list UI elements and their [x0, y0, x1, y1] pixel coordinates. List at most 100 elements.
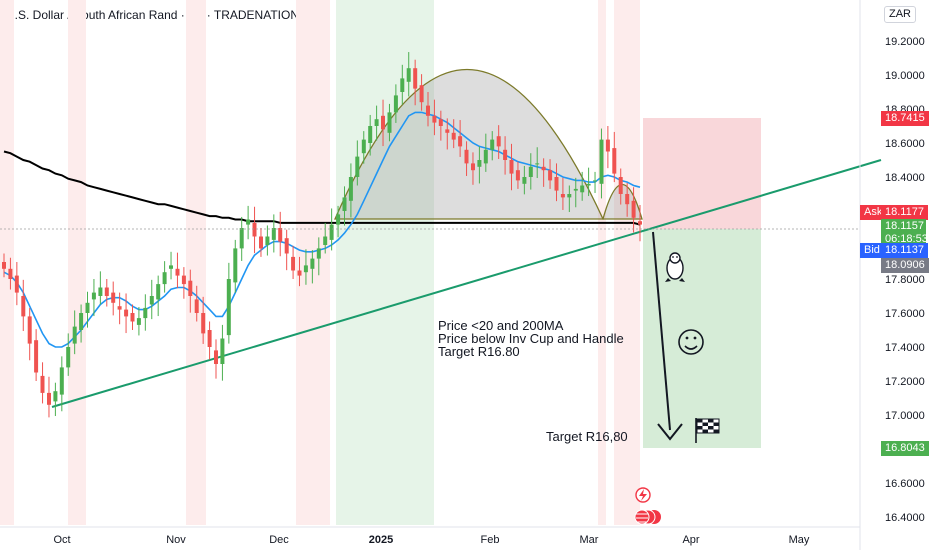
candle-body [419, 85, 424, 103]
candle-body [2, 262, 6, 269]
note-line-1: Price <20 and 200MA [438, 318, 564, 333]
candle-body [66, 347, 71, 368]
candle [438, 110, 443, 141]
candle [368, 114, 373, 156]
price-tick-label: 16.6000 [885, 478, 925, 490]
candle [464, 141, 469, 176]
candle-body [111, 292, 116, 303]
candle [14, 262, 19, 306]
candle-body [374, 119, 379, 126]
candle [400, 64, 405, 105]
candle-body [445, 129, 450, 133]
candle [79, 304, 84, 343]
candle-body [387, 112, 392, 133]
candle [406, 52, 411, 97]
candle [548, 159, 553, 189]
candle [445, 118, 450, 150]
candle [47, 376, 51, 418]
candle-body [246, 219, 251, 225]
candle [27, 307, 32, 361]
price-tick-label: 18.4000 [885, 172, 925, 184]
candle [303, 249, 308, 285]
candle-body [194, 299, 199, 313]
candle-body [59, 367, 64, 395]
candle [586, 167, 591, 197]
candle-body [226, 279, 231, 336]
candle-body [348, 177, 353, 201]
candle-body [207, 330, 212, 347]
candle [393, 84, 398, 123]
candle [291, 245, 296, 279]
candle-body [618, 177, 623, 194]
candle [207, 321, 212, 360]
candle [265, 225, 270, 256]
candle [117, 292, 122, 325]
currency-badge[interactable]: ZAR [884, 6, 916, 23]
target-price-label: 16.8043 [881, 441, 929, 456]
candle [496, 125, 501, 159]
candle [631, 187, 636, 233]
smiley-face-icon [678, 329, 704, 355]
candle [40, 362, 45, 404]
candle [638, 205, 642, 242]
candle-body [8, 268, 13, 279]
price-tick-label: 16.4000 [885, 512, 925, 524]
candle-body [175, 268, 180, 276]
rising-trendline[interactable] [51, 159, 882, 408]
candle-body [432, 115, 437, 123]
time-tick-label: Apr [682, 534, 699, 546]
lightning-event-icon[interactable] [635, 487, 651, 503]
candle-body [483, 149, 488, 164]
ask-price-label: 18.1177 [881, 205, 928, 220]
us-flag-event-icon[interactable] [634, 509, 661, 525]
price-tick-label: 17.0000 [885, 410, 925, 422]
candle-body [310, 258, 315, 269]
candle-body [490, 139, 495, 150]
candle-body [233, 248, 238, 283]
time-tick-label: Oct [53, 534, 70, 546]
candle-body [573, 188, 578, 191]
price-tick-label: 19.2000 [885, 36, 925, 48]
candle-body [130, 313, 135, 322]
candle [426, 92, 430, 127]
price-tick-label: 17.2000 [885, 376, 925, 388]
candle-body [34, 340, 39, 373]
candle [458, 120, 463, 157]
candle-body [477, 160, 482, 167]
session-bands [0, 0, 640, 525]
candle-body [541, 166, 546, 171]
candle [143, 294, 148, 331]
time-tick-label: May [789, 534, 810, 546]
stop-price-label: 18.7415 [881, 111, 929, 126]
candle [471, 152, 475, 185]
candle-body [496, 136, 501, 147]
candle [535, 147, 540, 179]
ma-price-label: 18.0906 [881, 258, 929, 273]
candle [162, 261, 167, 293]
target-label: Target R16,80 [546, 429, 628, 444]
bar-countdown: 06:18:53 [885, 233, 928, 245]
candle [124, 293, 129, 334]
candle-body [528, 166, 533, 177]
candle-body [458, 136, 463, 147]
projection-arrow[interactable] [652, 231, 671, 431]
checkered-flag-icon [695, 418, 720, 443]
candle [278, 211, 283, 257]
candle [111, 281, 116, 316]
candle-body [336, 214, 341, 225]
candle-body [631, 200, 636, 218]
candle [59, 356, 64, 412]
candle-body [580, 185, 585, 193]
candle [522, 165, 527, 195]
time-axis[interactable]: Oct Nov Dec 2025 Feb Mar Apr May [53, 534, 809, 546]
candle-body [522, 177, 527, 184]
candle-body [47, 392, 51, 405]
candle [214, 339, 218, 379]
candle-body [567, 194, 572, 198]
candle-body [451, 132, 456, 140]
candle-body [368, 126, 373, 143]
candle [528, 153, 533, 190]
candle [239, 216, 244, 261]
candle-body [509, 160, 514, 174]
